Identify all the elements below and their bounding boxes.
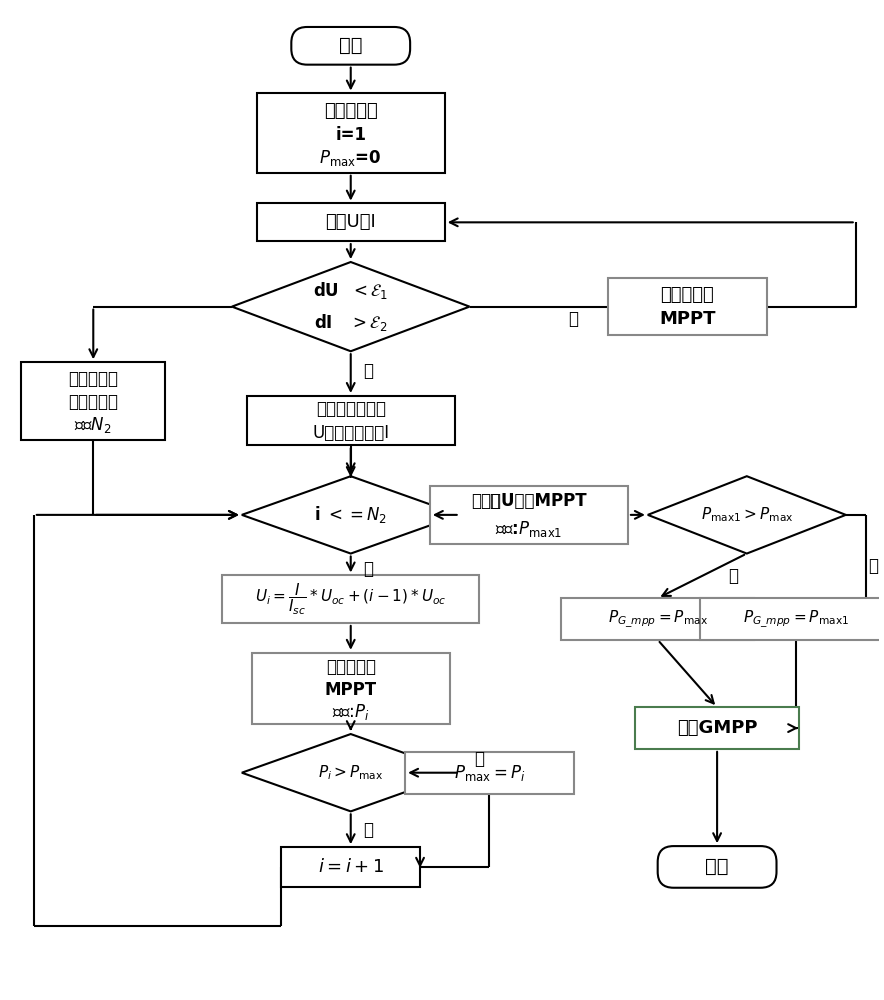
Polygon shape: [232, 262, 469, 351]
Text: 是: 是: [869, 557, 879, 575]
FancyBboxPatch shape: [292, 27, 410, 65]
Text: U，此时电流为I: U，此时电流为I: [312, 424, 389, 442]
Polygon shape: [242, 734, 460, 811]
FancyBboxPatch shape: [658, 846, 776, 888]
Text: $P_{\mathrm{max}}$=0: $P_{\mathrm{max}}$=0: [319, 148, 382, 168]
Text: $P_{G\_mpp}=P_{\mathrm{max}}$: $P_{G\_mpp}=P_{\mathrm{max}}$: [607, 608, 708, 630]
Text: 传感器测量: 传感器测量: [68, 370, 118, 388]
Text: $P_{\mathrm{max}}=P_i$: $P_{\mathrm{max}}=P_i$: [453, 763, 525, 783]
Text: 电导增量法: 电导增量法: [660, 286, 714, 304]
Bar: [252, 653, 450, 724]
Text: $P_{G\_mpp}=P_{\mathrm{max1}}$: $P_{G\_mpp}=P_{\mathrm{max1}}$: [743, 608, 850, 630]
Bar: [281, 847, 420, 887]
Text: i=1: i=1: [335, 126, 366, 144]
Bar: [700, 598, 884, 640]
Text: 得到:$P_i$: 得到:$P_i$: [332, 702, 370, 722]
Text: 电导增量法: 电导增量法: [325, 658, 376, 676]
Text: 否: 否: [568, 310, 578, 328]
Text: 开始: 开始: [339, 36, 362, 55]
Text: $P_{\mathrm{max1}}>P_{\mathrm{max}}$: $P_{\mathrm{max1}}>P_{\mathrm{max}}$: [700, 506, 793, 524]
Text: 是: 是: [475, 750, 484, 768]
Text: 参数初始化: 参数初始化: [324, 102, 377, 120]
Text: 否: 否: [490, 492, 499, 510]
Text: $P_i>P_{\mathrm{max}}$: $P_i>P_{\mathrm{max}}$: [318, 763, 384, 782]
Polygon shape: [648, 476, 846, 554]
Text: 采样U、I: 采样U、I: [325, 213, 376, 231]
Text: 对电压U附近MPPT: 对电压U附近MPPT: [471, 492, 587, 510]
Bar: [256, 93, 445, 173]
Bar: [430, 486, 628, 544]
Bar: [222, 575, 479, 623]
Text: i $<=N_2$: i $<=N_2$: [314, 504, 387, 525]
Text: 输出GMPP: 输出GMPP: [677, 719, 758, 737]
Text: 数目$N_2$: 数目$N_2$: [74, 415, 112, 435]
Text: 否: 否: [363, 821, 374, 839]
Text: $U_i=\dfrac{I}{I_{sc}}*U_{oc}+(i-1)*U_{oc}$: $U_i=\dfrac{I}{I_{sc}}*U_{oc}+(i-1)*U_{o…: [255, 581, 446, 617]
Bar: [636, 707, 799, 749]
Bar: [256, 203, 445, 241]
Bar: [247, 396, 454, 445]
Text: 受遮挡电池: 受遮挡电池: [68, 393, 118, 411]
Text: 保持当前电压值: 保持当前电压值: [316, 400, 385, 418]
Text: 是: 是: [363, 560, 374, 578]
Text: 否: 否: [728, 567, 738, 585]
Text: MPPT: MPPT: [324, 681, 377, 699]
Bar: [405, 752, 574, 794]
Polygon shape: [242, 476, 460, 554]
Text: MPPT: MPPT: [659, 310, 716, 328]
Text: dI   $>\mathcal{E}_2$: dI $>\mathcal{E}_2$: [314, 312, 387, 333]
Text: 得到:$P_{\mathrm{max1}}$: 得到:$P_{\mathrm{max1}}$: [495, 519, 562, 539]
Bar: [21, 362, 165, 440]
Bar: [561, 598, 754, 640]
Text: 结束: 结束: [705, 857, 728, 876]
Bar: [608, 278, 766, 335]
Text: $i=i+1$: $i=i+1$: [317, 858, 384, 876]
Text: 是: 是: [363, 362, 374, 380]
Text: dU  $<\mathcal{E}_1$: dU $<\mathcal{E}_1$: [313, 280, 388, 301]
